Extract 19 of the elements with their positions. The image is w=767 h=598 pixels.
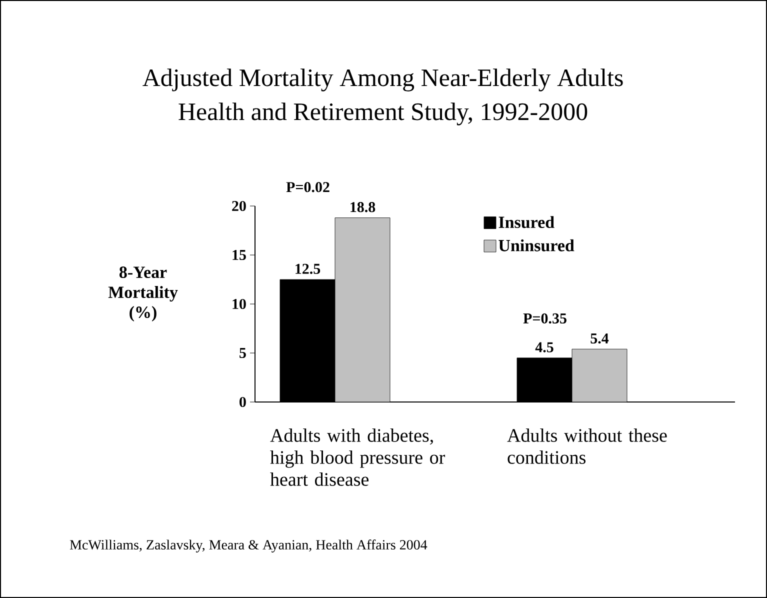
data-label: 4.5	[535, 342, 554, 352]
legend-label: Insured	[498, 216, 554, 228]
y-tick-label: 0	[240, 396, 246, 408]
data-label: 5.4	[590, 333, 609, 344]
x-tick-label: Adults with diabetes, high blood pressure or heart disease	[270, 428, 446, 486]
x-tick-label: Adults without these conditions	[507, 428, 667, 464]
text: McWilliams, Zaslavsky, Meara & Ayanian, Health Affairs 2004	[70, 540, 428, 552]
data-label: 18.8	[350, 202, 376, 212]
y-tick-label: 20	[232, 200, 246, 212]
text: P=0.02	[286, 182, 330, 192]
y-tick-label: 10	[232, 298, 246, 310]
legend-label: Uninsured	[498, 239, 574, 252]
y-tick-label: 5	[240, 348, 246, 358]
chart-subtitle: Health and Retirement Study, 1992-2000	[178, 102, 588, 126]
data-label: 12.5	[296, 264, 320, 274]
annotation: P=0.35	[523, 313, 566, 324]
chart-title: Adjusted Mortality Among Near-Elderly Adults	[142, 68, 623, 92]
y-tick-label: 15	[232, 250, 246, 260]
y-axis-title: 8-Year Mortality (%)	[108, 266, 178, 322]
